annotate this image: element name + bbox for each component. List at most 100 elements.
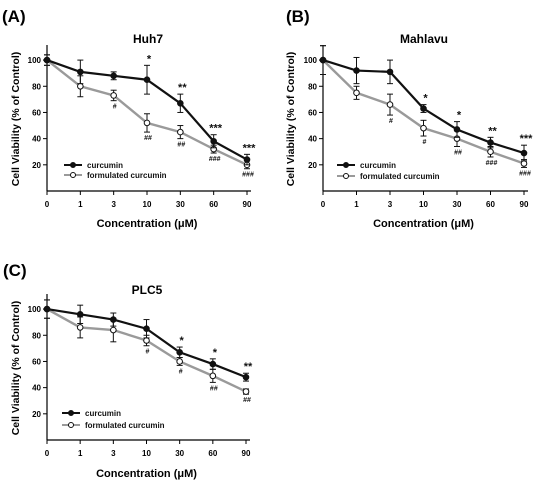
significance-mark-hash: ## (177, 142, 185, 149)
significance-mark-star: * (423, 93, 428, 105)
series-curcumin: ********* (43, 53, 257, 166)
chart-title: Mahlavu (400, 32, 448, 46)
significance-mark-star: ** (244, 361, 253, 373)
x-tick-label: 3 (111, 200, 116, 209)
data-point (143, 325, 150, 333)
legend-swatch-marker (70, 162, 76, 168)
x-tick-label: 90 (520, 200, 529, 209)
legend-label: curcumin (85, 409, 121, 418)
legend-swatch-marker (343, 173, 349, 179)
data-point (77, 82, 84, 90)
data-point (209, 360, 217, 368)
legend-label: curcumin (87, 161, 123, 170)
chart-title: PLC5 (132, 283, 163, 297)
significance-mark-hash: # (146, 349, 150, 356)
series-formulated-curcumin: ########### (43, 54, 254, 179)
data-point (110, 316, 117, 323)
x-tick-label: 30 (176, 200, 185, 209)
x-tick-label: 0 (45, 449, 50, 458)
y-tick-label: 80 (32, 331, 41, 340)
data-point (209, 372, 217, 380)
significance-mark-star: * (147, 53, 152, 65)
data-point (242, 373, 250, 381)
series-curcumin: ******* (319, 45, 534, 162)
x-tick-label: 1 (78, 449, 83, 458)
data-point (420, 105, 427, 112)
data-point (487, 139, 494, 146)
y-tick-label: 100 (304, 56, 318, 65)
legend-label: curcumin (360, 161, 396, 170)
y-axis-label: Cell Viability (% of Control) (285, 52, 297, 187)
data-point (353, 89, 360, 97)
significance-mark-star: * (213, 347, 218, 359)
data-point (176, 348, 183, 356)
panel-label: (B) (286, 7, 310, 26)
legend-label: formulated curcumin (360, 172, 440, 181)
x-tick-label: 10 (419, 200, 428, 209)
x-axis-label: Concentration (μM) (97, 218, 198, 230)
data-point (319, 56, 327, 64)
significance-mark-hash: # (113, 104, 117, 111)
y-tick-label: 20 (308, 161, 317, 170)
data-point (43, 305, 51, 313)
data-point (520, 160, 528, 167)
data-point (43, 56, 51, 64)
chart-panel-b: (B) Mahlavu 20 40 60 80 100 0 1 3 10 30 60 90 Concentr… (285, 7, 533, 230)
x-axis-label: Concentration (μM) (373, 218, 474, 230)
data-point (520, 149, 528, 157)
y-tick-label: 60 (32, 108, 41, 117)
x-tick-label: 30 (453, 200, 462, 209)
x-tick-label: 30 (175, 449, 184, 458)
x-tick-label: 10 (143, 200, 152, 209)
significance-mark-hash: # (423, 139, 427, 146)
y-tick-label: 80 (308, 82, 317, 91)
data-point (243, 156, 251, 163)
y-axis-label: Cell Viability (% of Control) (10, 52, 22, 187)
data-point (177, 128, 184, 136)
legend-label: formulated curcumin (85, 421, 165, 430)
y-tick-label: 40 (32, 135, 41, 144)
significance-mark-hash: ### (486, 160, 498, 167)
significance-mark-hash: ### (242, 172, 254, 179)
data-point (453, 126, 461, 133)
data-point (110, 92, 117, 99)
significance-mark-hash: # (389, 118, 393, 125)
significance-mark-star: *** (243, 142, 257, 154)
significance-mark-star: ** (488, 125, 497, 137)
chart-panel-a: (A) Huh7 20 40 60 80 100 0 1 3 10 30 60 90 Concentrati… (2, 7, 256, 230)
x-tick-label: 1 (354, 200, 359, 209)
data-point (210, 137, 217, 145)
x-tick-label: 0 (321, 200, 326, 209)
data-point (386, 101, 394, 108)
data-point (420, 124, 427, 132)
significance-mark-star: *** (209, 123, 223, 135)
significance-mark-star: *** (520, 133, 534, 145)
x-tick-label: 3 (111, 449, 116, 458)
y-tick-label: 100 (28, 56, 42, 65)
data-point (242, 388, 250, 395)
data-point (176, 358, 183, 365)
x-tick-label: 90 (243, 200, 252, 209)
data-point (353, 67, 360, 74)
x-tick-label: 60 (208, 449, 217, 458)
panel-label: (A) (2, 7, 26, 26)
x-tick-label: 10 (142, 449, 151, 458)
legend-swatch-marker (68, 410, 74, 416)
x-axis-label: Concentration (μM) (96, 468, 197, 480)
y-tick-label: 40 (32, 384, 41, 393)
significance-mark-star: ** (178, 82, 187, 94)
data-point (110, 326, 117, 334)
chart-panel-c: (C) PLC5 20 40 60 80 100 0 1 3 10 30 60 90 Concentrati… (3, 261, 253, 480)
data-point (76, 311, 84, 318)
chart-title: Huh7 (133, 32, 163, 46)
x-tick-label: 60 (209, 200, 218, 209)
legend-swatch-marker (68, 422, 74, 428)
significance-mark-hash: ## (454, 149, 462, 156)
series-formulated-curcumin: ###### (43, 299, 251, 404)
y-tick-label: 100 (28, 305, 42, 314)
x-tick-label: 90 (242, 449, 251, 458)
significance-mark-star: * (457, 110, 462, 122)
data-point (143, 76, 151, 84)
legend: curcumin formulated curcumin (62, 409, 165, 430)
